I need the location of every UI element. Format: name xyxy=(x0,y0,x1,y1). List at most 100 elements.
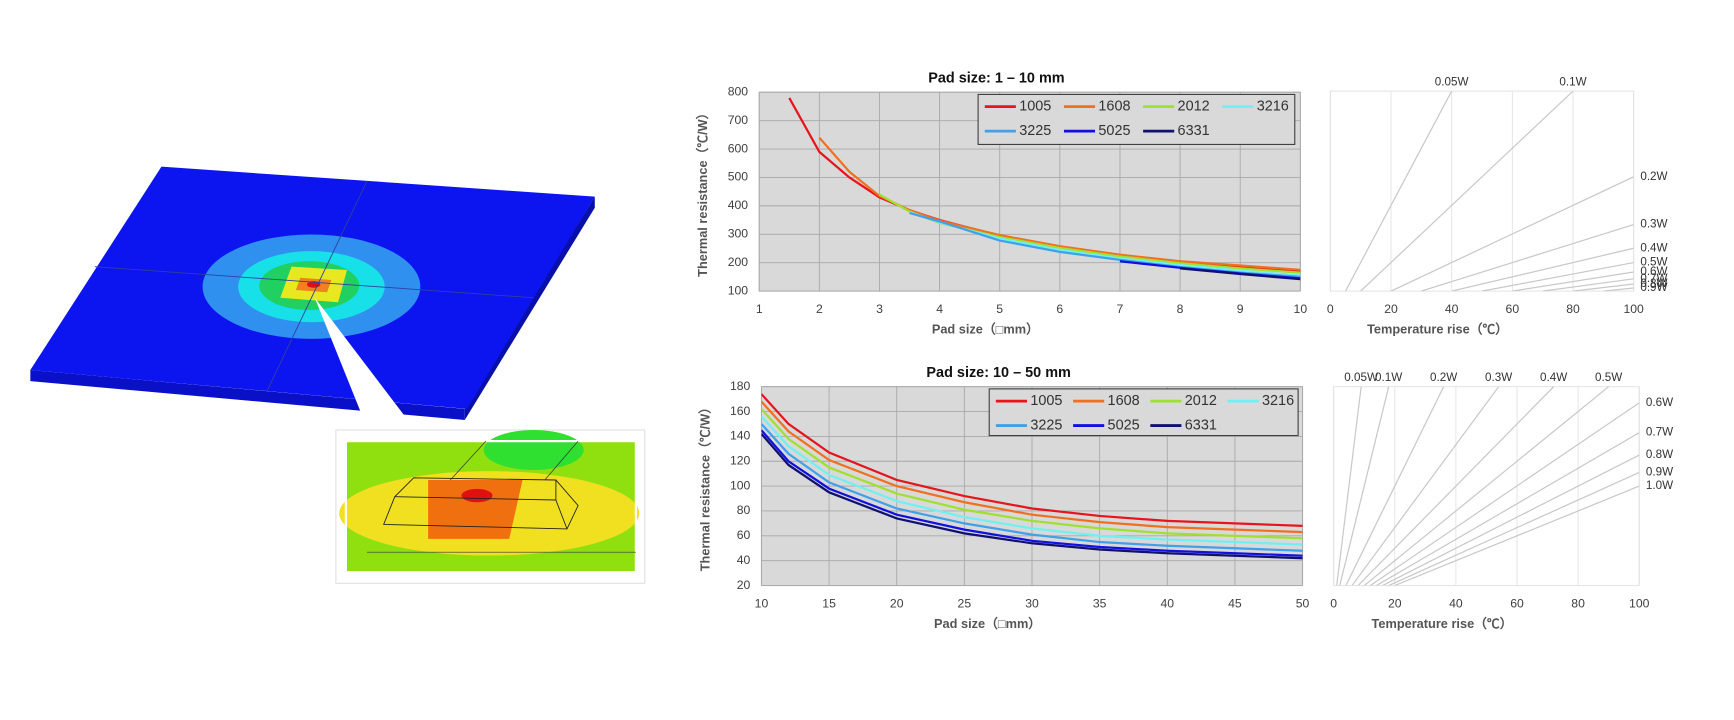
y-tick-label: 500 xyxy=(728,170,749,184)
y-tick-label: 600 xyxy=(728,141,749,155)
series-line xyxy=(1357,386,1555,586)
x-tick-label: 40 xyxy=(1445,302,1459,316)
x-tick-label: 20 xyxy=(1388,597,1402,611)
y-tick-label: 400 xyxy=(728,198,749,212)
series-line xyxy=(1344,91,1453,292)
simulation-image xyxy=(30,166,646,584)
y-tick-label: 100 xyxy=(728,283,749,297)
x-tick-label: 7 xyxy=(1117,302,1124,316)
plot-area xyxy=(1329,90,1635,292)
series-label: 0.4W xyxy=(1640,241,1667,254)
legend-label: 1005 xyxy=(1019,98,1051,114)
series-label: 1.0W xyxy=(1646,479,1673,492)
series-line xyxy=(761,423,1303,552)
series-label: 0.2W xyxy=(1430,371,1457,384)
series-line xyxy=(1421,223,1634,292)
legend-label: 5025 xyxy=(1108,417,1140,433)
x-tick-label: 35 xyxy=(1093,597,1107,611)
series-line xyxy=(761,408,1303,540)
legend-label: 3216 xyxy=(1257,98,1289,114)
y-axis-label: Thermal resistance（℃/W） xyxy=(697,401,712,571)
series-label: 0.8W xyxy=(1640,277,1667,290)
y-tick-label: 40 xyxy=(737,553,751,567)
series-line xyxy=(1394,485,1640,586)
series-label: 0.1W xyxy=(1559,75,1586,88)
series-line xyxy=(761,429,1303,557)
y-tick-label: 800 xyxy=(728,84,749,98)
series-line xyxy=(1345,386,1445,586)
x-tick-label: 10 xyxy=(1294,302,1308,316)
chart-title: Pad size: 1 – 10 mm xyxy=(928,71,1064,87)
series-line xyxy=(761,415,1303,546)
legend-label: 6331 xyxy=(1185,417,1217,433)
series-line xyxy=(1351,386,1500,586)
legend-label: 5025 xyxy=(1098,123,1130,139)
series-label: 0.05W xyxy=(1344,371,1378,384)
charts: Pad size: 1 – 10 mm1 2 3 4 5 6 7 8 9 101002003004… xyxy=(695,71,1673,631)
x-tick-label: 60 xyxy=(1510,597,1524,611)
legend-label: 1608 xyxy=(1098,98,1130,114)
series-line xyxy=(761,393,1303,527)
series-line xyxy=(818,136,1301,271)
x-tick-label: 0 xyxy=(1327,302,1334,316)
y-tick-label: 300 xyxy=(728,227,749,241)
series-line xyxy=(1336,386,1362,586)
series-line xyxy=(1390,176,1634,292)
x-tick-label: 6 xyxy=(1056,302,1063,316)
x-tick-label: 30 xyxy=(1025,597,1039,611)
x-tick-label: 2 xyxy=(816,302,823,316)
x-tick-label: 8 xyxy=(1177,302,1184,316)
series-label: 0.2W xyxy=(1640,170,1667,183)
series-line xyxy=(1388,471,1640,586)
series-line xyxy=(1512,271,1634,292)
x-tick-label: 100 xyxy=(1623,302,1644,316)
x-tick-label: 20 xyxy=(890,597,904,611)
y-tick-label: 200 xyxy=(728,255,749,269)
series-label: 0.8W xyxy=(1646,448,1673,461)
series-label: 0.1W xyxy=(1375,371,1402,384)
x-tick-label: 1 xyxy=(756,302,763,316)
x-axis-label: Pad size（□mm） xyxy=(932,321,1039,336)
series-line xyxy=(761,400,1303,534)
y-tick-label: 120 xyxy=(730,453,751,467)
series-line xyxy=(1481,261,1634,292)
x-tick-label: 100 xyxy=(1629,597,1650,611)
series-line xyxy=(1542,278,1634,292)
x-tick-label: 4 xyxy=(936,302,943,316)
series-line xyxy=(1382,454,1640,586)
series-line xyxy=(1363,386,1610,586)
x-tick-label: 5 xyxy=(996,302,1003,316)
series-label: 0.05W xyxy=(1435,75,1469,88)
series-line xyxy=(1603,287,1634,292)
x-tick-label: 80 xyxy=(1566,302,1580,316)
x-tick-label: 10 xyxy=(755,597,769,611)
y-tick-label: 700 xyxy=(728,113,749,127)
series-label: 0.3W xyxy=(1485,371,1512,384)
y-tick-label: 180 xyxy=(730,379,751,393)
series-label: 0.5W xyxy=(1640,256,1667,269)
y-tick-label: 160 xyxy=(730,404,751,418)
legend-label: 1005 xyxy=(1030,393,1062,409)
y-tick-label: 100 xyxy=(730,478,751,492)
x-tick-label: 45 xyxy=(1228,597,1242,611)
y-tick-label: 20 xyxy=(737,578,751,592)
series-label: 0.6W xyxy=(1646,396,1673,409)
y-axis-label: Thermal resistance（℃/W） xyxy=(695,107,710,277)
legend-label: 3216 xyxy=(1262,393,1294,409)
x-tick-label: 9 xyxy=(1237,302,1244,316)
x-axis-label: Temperature rise（℃） xyxy=(1367,321,1508,336)
chart-title: Pad size: 10 – 50 mm xyxy=(926,365,1070,381)
legend-box xyxy=(988,388,1299,437)
x-tick-label: 40 xyxy=(1449,597,1463,611)
series-label: 0.9W xyxy=(1640,281,1667,294)
series-line xyxy=(1572,283,1634,292)
x-axis-label: Pad size（□mm） xyxy=(934,616,1041,631)
y-tick-label: 60 xyxy=(737,528,751,542)
x-tick-label: 25 xyxy=(958,597,972,611)
series-line xyxy=(1179,267,1301,281)
series-label: 0.6W xyxy=(1640,265,1667,278)
legend-box xyxy=(977,93,1296,145)
x-tick-label: 40 xyxy=(1160,597,1174,611)
series-line xyxy=(1376,432,1640,586)
